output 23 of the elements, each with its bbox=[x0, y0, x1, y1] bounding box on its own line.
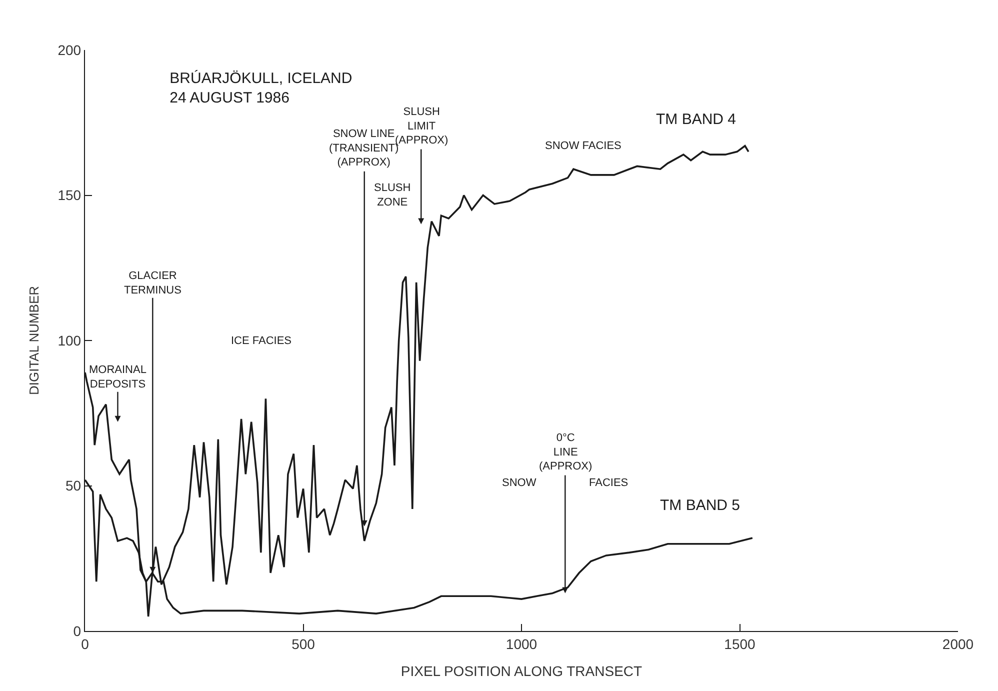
y-axis-title: DIGITAL NUMBER bbox=[26, 286, 42, 396]
annotation: ICE FACIES bbox=[231, 335, 292, 347]
annotation: SNOW FACIES bbox=[545, 140, 622, 152]
annotation: SLUSH ZONE bbox=[374, 182, 411, 208]
annotation: 0°C LINE (APPROX) bbox=[539, 432, 592, 473]
annotation: SNOW bbox=[502, 477, 537, 489]
x-tick-label: 2000 bbox=[942, 636, 974, 652]
series-label: TM BAND 4 bbox=[656, 111, 736, 128]
y-tick-label: 100 bbox=[58, 332, 82, 348]
annotation: FACIES bbox=[589, 477, 628, 489]
series-label: TM BAND 5 bbox=[660, 497, 740, 514]
x-tick-label: 1000 bbox=[506, 636, 538, 652]
annotation: GLACIER TERMINUS bbox=[124, 270, 182, 296]
x-axis-title: PIXEL POSITION ALONG TRANSECT bbox=[400, 663, 643, 680]
y-tick-label: 0 bbox=[73, 622, 82, 639]
y-tick-label: 50 bbox=[66, 478, 82, 494]
text: BRÚARJÖKULL, ICELAND 24 AUGUST 1986 bbox=[170, 68, 352, 106]
x-tick-label: 500 bbox=[292, 636, 316, 652]
annotation: MORAINAL DEPOSITS bbox=[89, 364, 146, 390]
x-tick-label: 1500 bbox=[724, 636, 756, 652]
y-tick-label: 200 bbox=[58, 42, 82, 58]
annotation: SLUSH LIMIT (APPROX) bbox=[395, 106, 448, 147]
y-tick-label: 150 bbox=[58, 187, 82, 204]
